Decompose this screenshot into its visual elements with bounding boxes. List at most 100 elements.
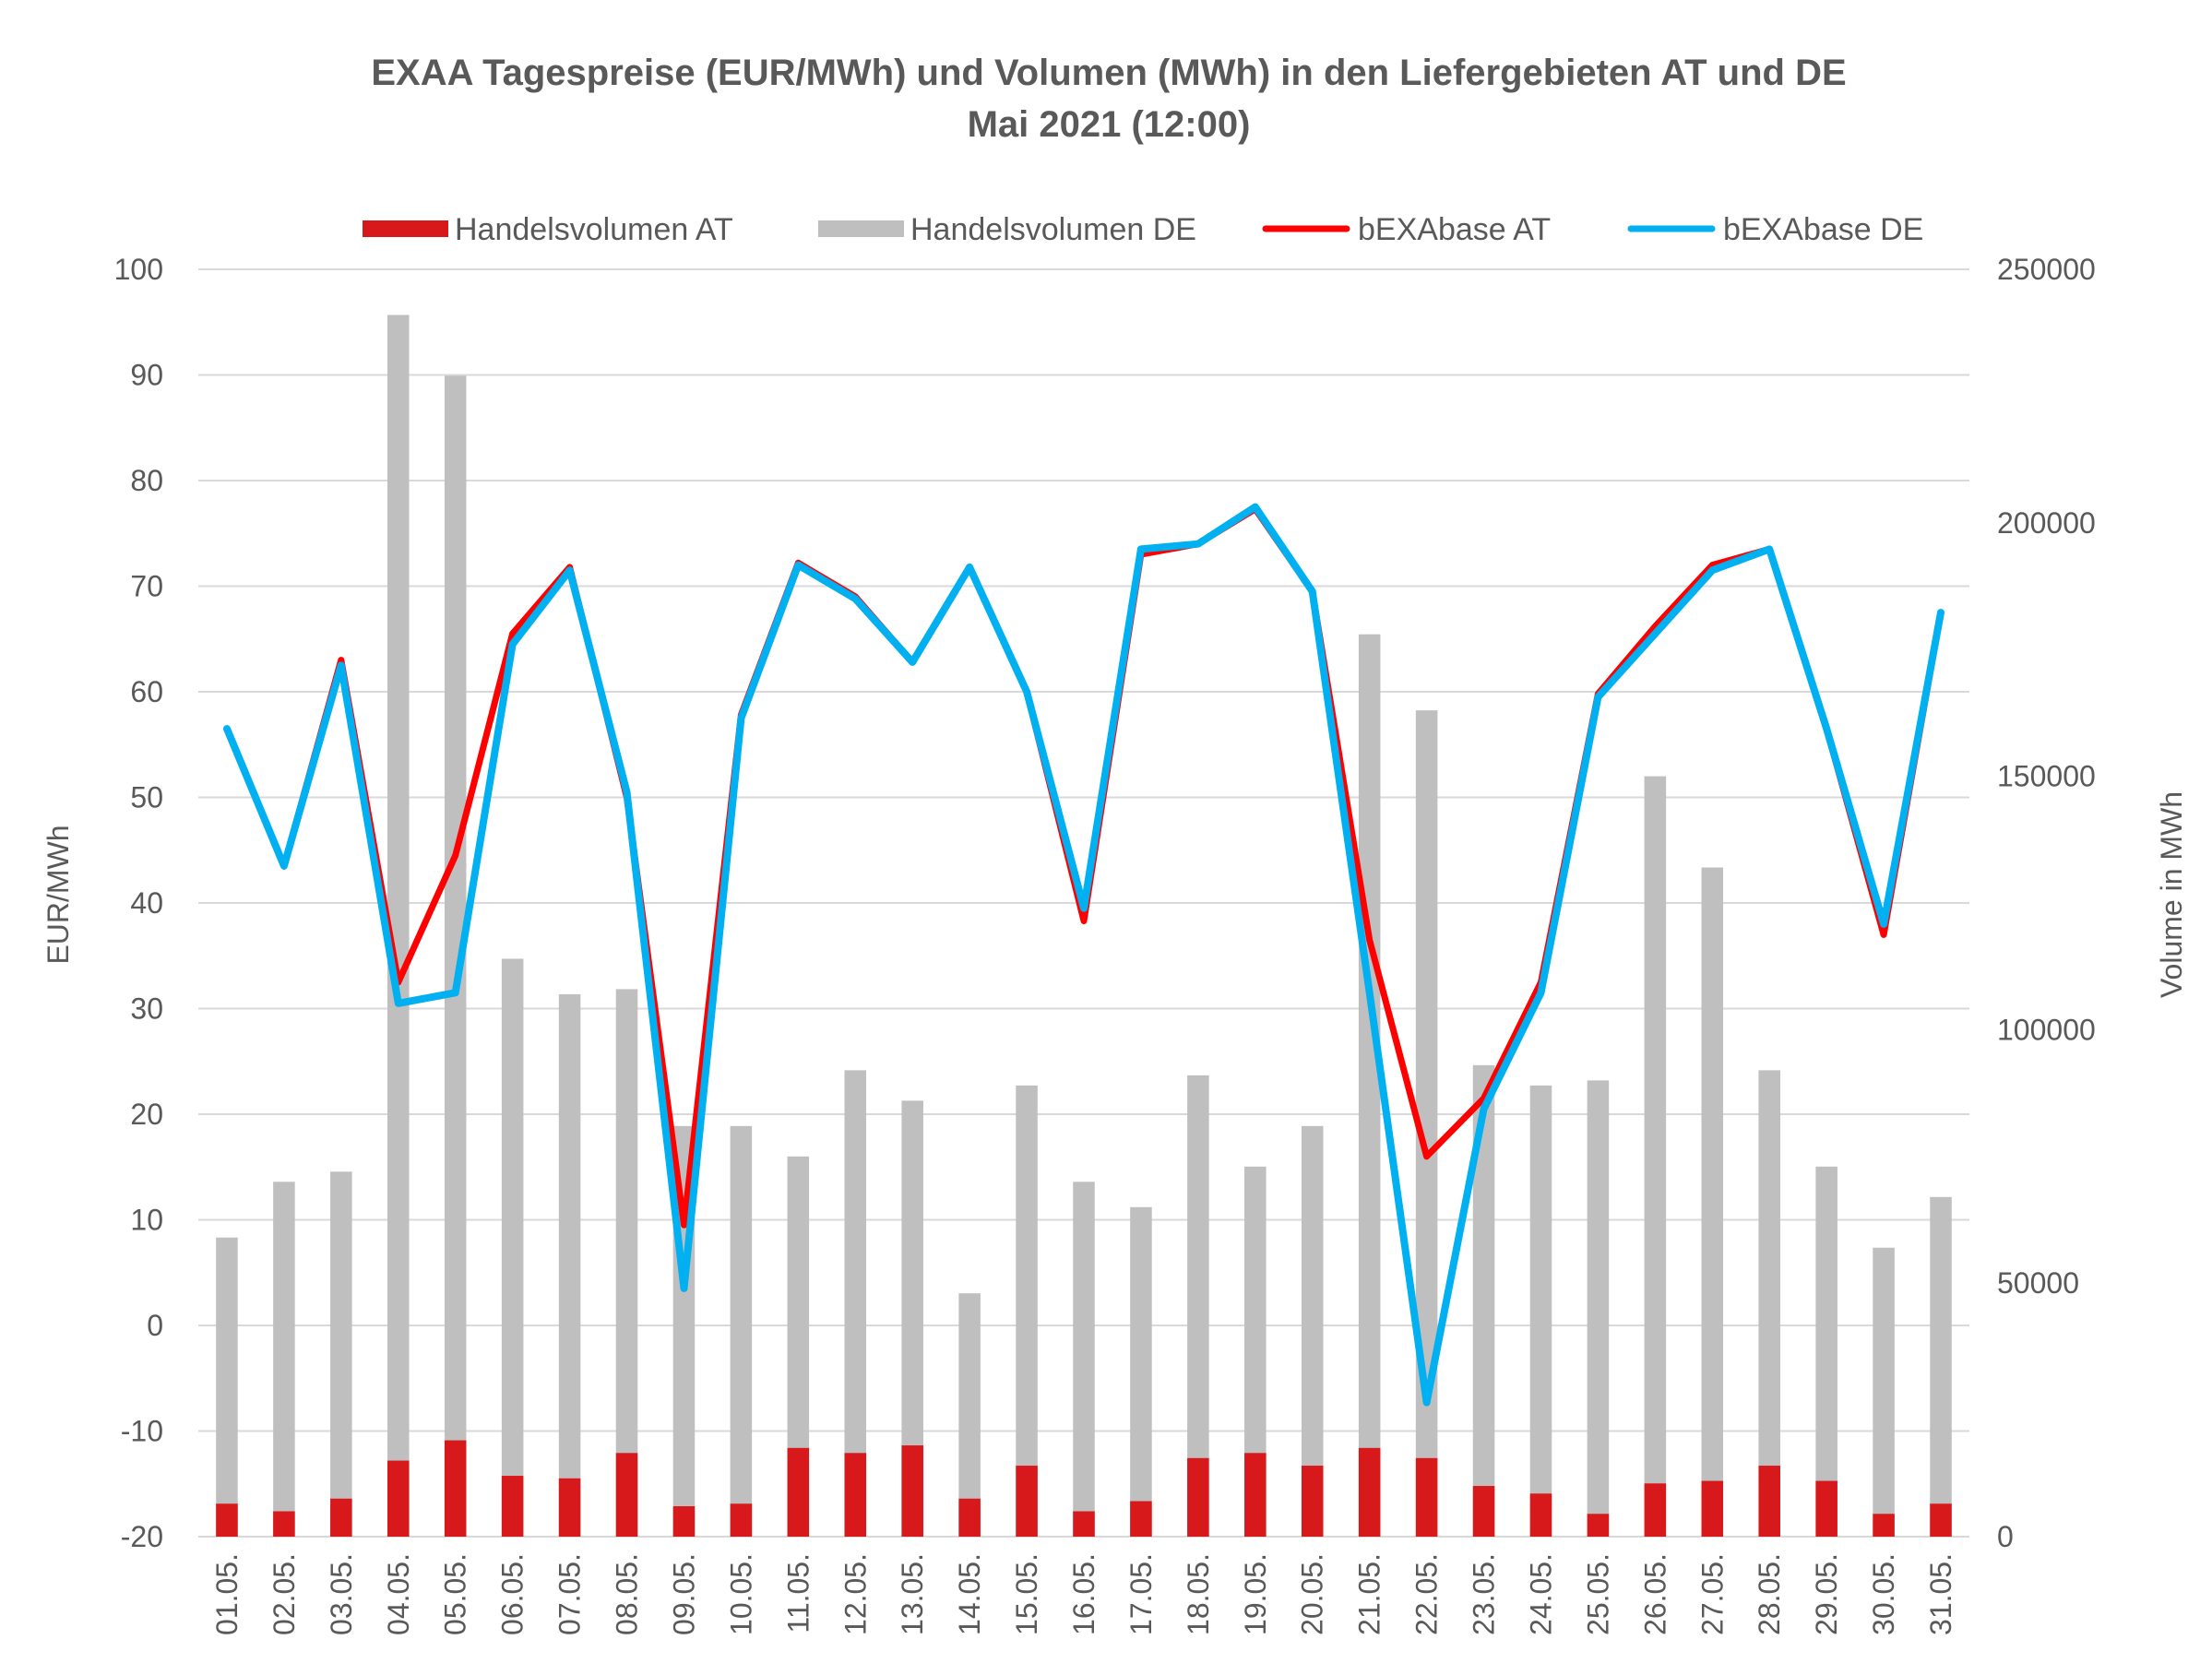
left-tick-label: 40	[130, 886, 163, 920]
x-tick-label: 31.05.	[1924, 1553, 1957, 1635]
left-tick-label: 30	[130, 992, 163, 1026]
x-tick-label: 22.05.	[1410, 1553, 1444, 1635]
left-tick-label: -10	[121, 1415, 163, 1448]
legend: Handelsvolumen AT Handelsvolumen DE bEXAba…	[363, 212, 1923, 247]
bar-volume-de	[1130, 1206, 1152, 1537]
bar-volume-at	[1815, 1480, 1837, 1537]
x-tick-label: 30.05.	[1867, 1553, 1900, 1635]
bar-volume-at	[901, 1445, 923, 1537]
right-tick-label: 0	[1997, 1520, 2014, 1553]
legend-bexabase-at-label: bEXAbase AT	[1358, 212, 1551, 247]
bar-volume-de	[1472, 1064, 1495, 1537]
left-tick-label: 80	[130, 464, 163, 497]
lines	[223, 503, 1944, 1407]
x-tick-label: 07.05.	[553, 1553, 587, 1635]
x-tick-label: 06.05.	[496, 1553, 529, 1635]
bar-volume-at	[1701, 1480, 1724, 1537]
bar-volume-at	[1130, 1501, 1152, 1537]
chart-title: EXAA Tagespreise (EUR/MWh) und Volumen (…	[371, 53, 1846, 93]
y-axis-left-label: EUR/MWh	[42, 825, 75, 964]
x-tick-label: 28.05.	[1753, 1553, 1786, 1635]
bar-volume-de	[1358, 634, 1381, 1537]
bar-volume-de	[444, 375, 467, 1537]
bar-volume-de	[387, 315, 410, 1537]
bar-volume-at	[672, 1506, 696, 1537]
x-tick-label: 10.05.	[724, 1553, 757, 1635]
left-tick-label: 70	[130, 570, 163, 603]
bar-volume-at	[558, 1478, 581, 1537]
bars	[216, 315, 1952, 1537]
bar-volume-de	[273, 1182, 295, 1537]
bar-volume-de	[1529, 1085, 1552, 1537]
right-tick-label: 150000	[1997, 760, 2096, 793]
bar-volume-de	[1244, 1166, 1267, 1537]
y-axis-right-label: Volume in MWh	[2155, 791, 2188, 998]
bar-volume-de	[1587, 1080, 1610, 1537]
x-tick-label: 02.05.	[268, 1553, 301, 1635]
bar-volume-de	[730, 1125, 753, 1537]
left-tick-label: 50	[130, 781, 163, 814]
bar-volume-de	[330, 1171, 352, 1537]
bar-volume-de	[1930, 1196, 1952, 1537]
x-tick-label: 23.05.	[1468, 1553, 1501, 1635]
x-tick-label: 17.05.	[1124, 1553, 1158, 1635]
left-tick-label: 100	[114, 253, 163, 286]
bar-volume-de	[1073, 1182, 1095, 1537]
x-tick-label: 20.05.	[1296, 1553, 1329, 1635]
left-tick-label: 0	[147, 1309, 163, 1342]
x-tick-label: 25.05.	[1581, 1553, 1614, 1635]
right-tick-label: 200000	[1997, 506, 2096, 540]
x-tick-label: 24.05.	[1524, 1553, 1557, 1635]
bar-volume-de	[1415, 710, 1438, 1537]
x-tick-label: 13.05.	[896, 1553, 929, 1635]
x-axis-ticks: 01.05. 02.05. 03.05. 04.05. 05.05. 06.05. 07.0…	[210, 1553, 1957, 1635]
right-tick-label: 250000	[1997, 253, 2096, 286]
bar-volume-de	[615, 989, 638, 1537]
x-tick-label: 12.05.	[838, 1553, 872, 1635]
legend-handelsvolumen-at-swatch	[363, 220, 448, 237]
bar-volume-de	[844, 1070, 867, 1537]
x-tick-label: 05.05.	[439, 1553, 472, 1635]
x-tick-label: 15.05.	[1010, 1553, 1043, 1635]
bar-volume-de	[1701, 867, 1724, 1537]
left-tick-label: 90	[130, 359, 163, 392]
legend-handelsvolumen-at-label: Handelsvolumen AT	[455, 212, 733, 247]
bar-volume-de	[1301, 1125, 1324, 1537]
x-tick-label: 29.05.	[1810, 1553, 1843, 1635]
x-tick-label: 16.05.	[1067, 1553, 1100, 1635]
legend-bexabase-de-label: bEXAbase DE	[1723, 212, 1923, 247]
bar-volume-at	[387, 1460, 410, 1537]
bar-volume-at	[1529, 1493, 1552, 1537]
bar-volume-at	[1873, 1514, 1895, 1537]
x-tick-label: 01.05.	[210, 1553, 244, 1635]
right-tick-label: 50000	[1997, 1266, 2079, 1300]
bar-volume-de	[1873, 1247, 1895, 1537]
right-tick-label: 100000	[1997, 1013, 2096, 1046]
bar-volume-at	[1758, 1466, 1780, 1537]
x-tick-label: 08.05.	[611, 1553, 644, 1635]
bar-volume-at	[844, 1453, 867, 1537]
x-tick-label: 03.05.	[325, 1553, 358, 1635]
bar-volume-at	[216, 1503, 238, 1537]
x-tick-label: 11.05.	[781, 1553, 815, 1633]
x-tick-label: 27.05.	[1695, 1553, 1729, 1635]
bar-volume-de	[558, 993, 581, 1537]
x-tick-label: 26.05.	[1638, 1553, 1671, 1635]
bar-volume-at	[273, 1511, 295, 1537]
left-tick-label: 10	[130, 1204, 163, 1237]
legend-handelsvolumen-de-swatch	[818, 220, 904, 237]
bar-volume-at	[1644, 1483, 1667, 1537]
bar-volume-at	[330, 1498, 352, 1537]
bar-volume-de	[1016, 1085, 1038, 1537]
chart-subtitle: Mai 2021 (12:00)	[968, 104, 1251, 145]
line-bexabase-de	[223, 503, 1944, 1407]
left-tick-label: -20	[121, 1520, 163, 1553]
bar-volume-at	[730, 1503, 753, 1537]
bar-volume-at	[958, 1498, 981, 1537]
bar-volume-de	[958, 1293, 981, 1537]
left-tick-label: 20	[130, 1098, 163, 1131]
left-tick-label: 60	[130, 675, 163, 708]
legend-handelsvolumen-de-label: Handelsvolumen DE	[910, 212, 1196, 247]
